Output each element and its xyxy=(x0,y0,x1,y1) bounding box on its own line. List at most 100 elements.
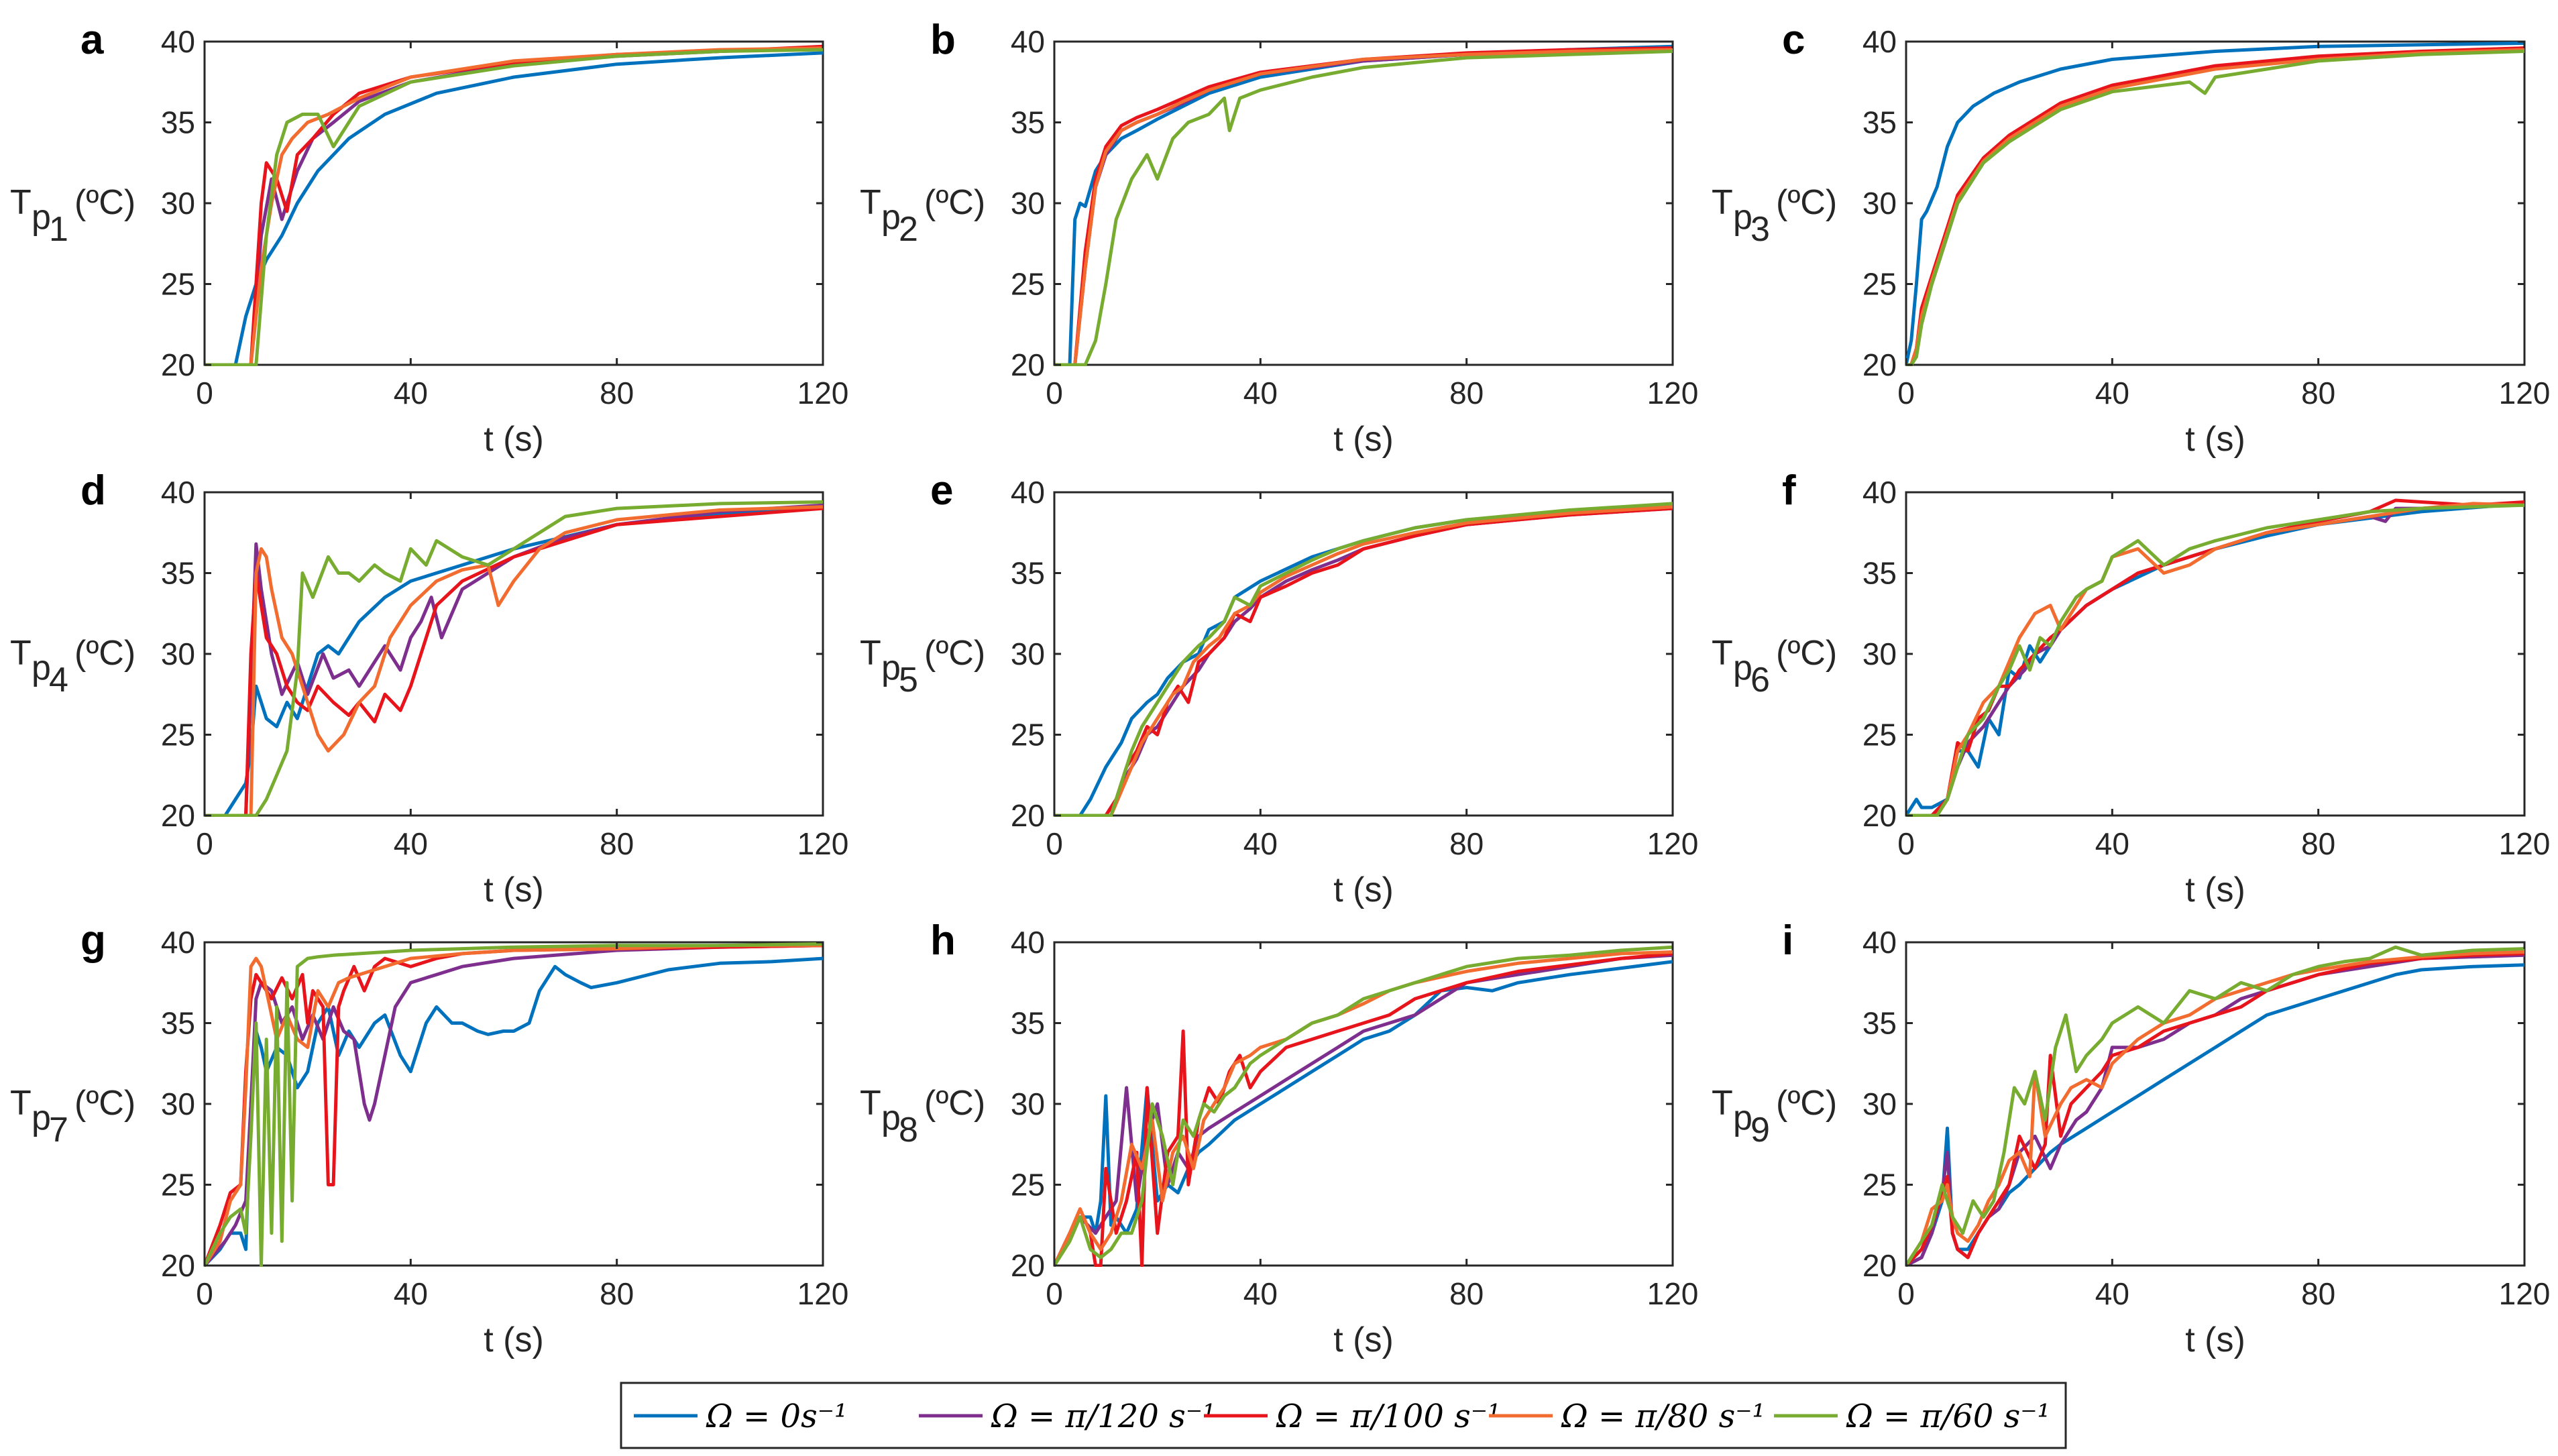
panel-h: 0 40 80 120 20 25 30 35 40 t (s) T p8(ºC) h xyxy=(860,917,1698,1359)
y-label-unit-a: (ºC) xyxy=(74,183,135,222)
y-tick-label-h-2: 30 xyxy=(1011,1086,1045,1121)
y-label-unit-e: (ºC) xyxy=(924,634,985,673)
plot-area-f xyxy=(1905,491,2526,817)
series-line-d-2 xyxy=(205,506,823,817)
y-label-subsub-e: 5 xyxy=(899,661,918,699)
panel-b: 0 40 80 120 20 25 30 35 40 t (s) T p2(ºC) b xyxy=(860,17,1698,459)
y-label-sub-a: p xyxy=(32,198,51,237)
y-tick-label-a-0: 20 xyxy=(161,347,195,382)
y-label-main-d: T xyxy=(10,634,32,673)
x-tick-label-d-2: 80 xyxy=(600,826,634,861)
y-label-sub-e: p xyxy=(881,649,901,687)
x-tick-label-c-2: 80 xyxy=(2301,376,2335,410)
series-line-h-4 xyxy=(1054,945,1673,1267)
y-label-unit-f: (ºC) xyxy=(1776,634,1837,673)
y-label-subsub-h: 8 xyxy=(899,1111,918,1150)
series-line-e-2 xyxy=(1054,506,1673,817)
series-lines-a xyxy=(205,44,823,366)
x-tick-label-c-0: 0 xyxy=(1897,376,1915,410)
y-tick-label-d-4: 40 xyxy=(161,475,195,510)
y-tick-label-f-2: 30 xyxy=(1862,636,1897,671)
y-tick-label-d-3: 35 xyxy=(161,556,195,591)
y-label-sub-i: p xyxy=(1733,1099,1753,1137)
series-line-f-3 xyxy=(1906,502,2524,817)
plot-area-a xyxy=(203,40,824,366)
y-label-unit-b: (ºC) xyxy=(924,183,985,222)
x-tick-label-a-1: 40 xyxy=(394,376,428,410)
legend-label-0: Ω = 0s⁻¹ xyxy=(706,1398,847,1435)
y-tick-label-d-0: 20 xyxy=(161,798,195,833)
plot-area-i xyxy=(1905,941,2526,1267)
series-lines-i xyxy=(1906,945,2524,1267)
panel-letter-g: g xyxy=(80,917,106,964)
series-lines-b xyxy=(1054,44,1673,366)
y-label-subsub-i: 9 xyxy=(1750,1111,1770,1150)
y-tick-label-g-2: 30 xyxy=(161,1086,195,1121)
y-tick-label-c-3: 35 xyxy=(1862,105,1897,140)
series-line-g-3 xyxy=(205,944,823,1267)
panel-letter-c: c xyxy=(1782,17,1805,63)
y-label-main-f: T xyxy=(1712,634,1733,673)
y-tick-label-e-1: 25 xyxy=(1011,718,1045,752)
panel-letter-b: b xyxy=(930,17,956,63)
series-line-f-4 xyxy=(1906,503,2524,817)
y-tick-label-a-3: 35 xyxy=(161,105,195,140)
y-label-main-g: T xyxy=(10,1084,32,1123)
panel-letter-a: a xyxy=(80,17,104,63)
legend-label-1: Ω = π/120 s⁻¹ xyxy=(991,1398,1215,1435)
y-tick-label-i-2: 30 xyxy=(1862,1086,1897,1121)
x-tick-label-d-0: 0 xyxy=(196,826,213,861)
legend-item-1: Ω = π/120 s⁻¹ xyxy=(919,1398,1215,1435)
legend-item-3: Ω = π/80 s⁻¹ xyxy=(1489,1398,1765,1435)
series-line-d-3 xyxy=(205,505,823,817)
series-line-g-4 xyxy=(205,942,823,1267)
x-tick-label-i-0: 0 xyxy=(1897,1276,1915,1311)
y-tick-label-f-4: 40 xyxy=(1862,475,1897,510)
legend-item-4: Ω = π/60 s⁻¹ xyxy=(1774,1398,2050,1435)
x-tick-label-i-2: 80 xyxy=(2301,1276,2335,1311)
y-tick-label-i-1: 25 xyxy=(1862,1168,1897,1202)
series-line-e-4 xyxy=(1054,502,1673,817)
y-tick-label-e-4: 40 xyxy=(1011,475,1045,510)
y-tick-label-i-0: 20 xyxy=(1862,1248,1897,1283)
legend-item-0: Ω = 0s⁻¹ xyxy=(634,1398,847,1435)
x-axis-label-b: t (s) xyxy=(1333,420,1394,459)
x-tick-label-h-3: 120 xyxy=(1647,1276,1699,1311)
series-line-b-4 xyxy=(1054,50,1673,366)
series-lines-d xyxy=(205,500,823,817)
y-tick-label-a-1: 25 xyxy=(161,267,195,302)
panel-letter-h: h xyxy=(930,917,956,964)
panel-a: 0 40 80 120 20 25 30 35 40 t (s) T p1(ºC) a xyxy=(10,17,848,459)
x-tick-label-a-3: 120 xyxy=(797,376,849,410)
x-axis-label-f: t (s) xyxy=(2185,871,2245,909)
series-line-b-3 xyxy=(1054,48,1673,366)
y-tick-label-a-2: 30 xyxy=(161,186,195,221)
x-tick-label-d-3: 120 xyxy=(797,826,849,861)
plot-area-b xyxy=(1053,40,1674,366)
x-tick-label-d-1: 40 xyxy=(394,826,428,861)
y-tick-label-d-2: 30 xyxy=(161,636,195,671)
x-tick-label-f-0: 0 xyxy=(1897,826,1915,861)
y-tick-label-h-4: 40 xyxy=(1011,925,1045,960)
x-tick-label-b-3: 120 xyxy=(1647,376,1699,410)
y-tick-label-h-3: 35 xyxy=(1011,1006,1045,1041)
x-tick-label-e-3: 120 xyxy=(1647,826,1699,861)
series-lines-g xyxy=(205,942,823,1267)
panel-letter-e: e xyxy=(930,467,953,514)
y-label-main-e: T xyxy=(860,634,881,673)
series-lines-e xyxy=(1054,502,1673,817)
y-tick-label-g-4: 40 xyxy=(161,925,195,960)
plot-area-e xyxy=(1053,491,1674,817)
y-tick-label-i-3: 35 xyxy=(1862,1006,1897,1041)
panel-f: 0 40 80 120 20 25 30 35 40 t (s) T p6(ºC) f xyxy=(1712,467,2550,909)
y-label-subsub-a: 1 xyxy=(49,210,68,249)
y-tick-label-c-4: 40 xyxy=(1862,24,1897,59)
y-tick-label-b-2: 30 xyxy=(1011,186,1045,221)
